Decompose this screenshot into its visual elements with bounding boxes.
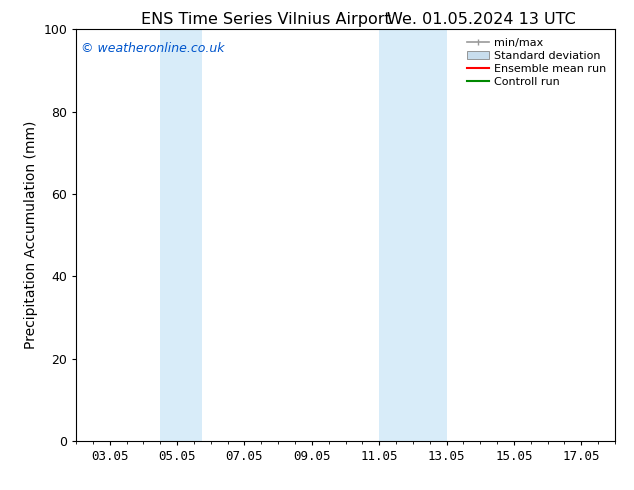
Y-axis label: Precipitation Accumulation (mm): Precipitation Accumulation (mm) — [23, 121, 37, 349]
Text: We. 01.05.2024 13 UTC: We. 01.05.2024 13 UTC — [387, 12, 576, 27]
Text: ENS Time Series Vilnius Airport: ENS Time Series Vilnius Airport — [141, 12, 391, 27]
Text: © weatheronline.co.uk: © weatheronline.co.uk — [81, 42, 225, 55]
Bar — [379, 29, 446, 441]
Legend: min/max, Standard deviation, Ensemble mean run, Controll run: min/max, Standard deviation, Ensemble me… — [464, 35, 609, 90]
Bar — [160, 29, 202, 441]
